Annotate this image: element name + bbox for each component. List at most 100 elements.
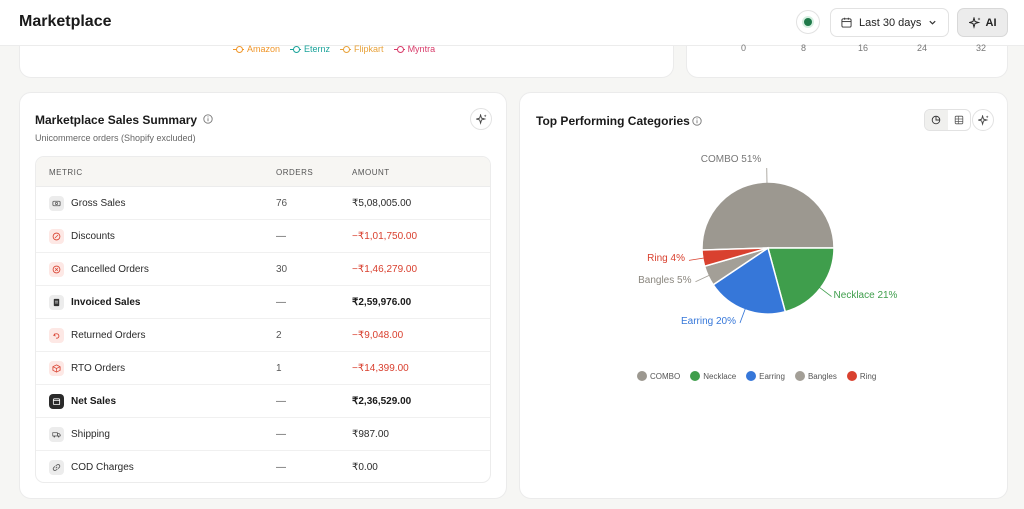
x-tick-label: 32 xyxy=(976,43,987,53)
legend-dot-icon xyxy=(794,371,805,381)
discount-icon xyxy=(49,229,64,244)
row-orders: — xyxy=(276,429,286,440)
row-metric: Gross Sales xyxy=(71,198,126,209)
net-sales-icon xyxy=(49,394,64,409)
row-metric: Returned Orders xyxy=(71,330,146,341)
top-categories-card: Top Performing Categories COMBO 51% Neckl… xyxy=(519,92,1008,499)
row-metric: Shipping xyxy=(71,429,110,440)
legend-item-amazon[interactable]: Amazon xyxy=(233,44,280,54)
legend-item-ring[interactable]: Ring xyxy=(846,371,876,381)
date-range-selector[interactable]: Last 30 days xyxy=(830,8,949,37)
legend-item-myntra[interactable]: Myntra xyxy=(393,44,435,54)
sales-summary-card: Marketplace Sales Summary Unicommerce or… xyxy=(19,92,507,499)
pie-slice-label: Bangles 5% xyxy=(638,274,692,286)
row-amount: ₹0.00 xyxy=(352,462,378,473)
date-range-label: Last 30 days xyxy=(859,16,922,29)
row-amount: −₹9,048.00 xyxy=(352,330,404,341)
invoice-icon xyxy=(49,295,64,310)
row-orders: 76 xyxy=(276,198,288,209)
row-metric: COD Charges xyxy=(71,462,134,473)
top-categories-title: Top Performing Categories xyxy=(536,114,690,128)
legend-label: Bangles xyxy=(807,371,837,381)
row-amount: ₹987.00 xyxy=(352,429,389,440)
ai-insight-button[interactable] xyxy=(972,109,994,131)
info-icon[interactable] xyxy=(692,116,702,126)
row-amount: −₹1,01,750.00 xyxy=(352,231,418,242)
legend-label: Amazon xyxy=(247,44,281,54)
legend-marker-icon xyxy=(393,46,405,53)
row-orders: 30 xyxy=(276,264,288,275)
ai-button-label: AI xyxy=(985,16,997,29)
x-tick-label: 24 xyxy=(917,43,928,53)
legend-item-eternz[interactable]: Eternz xyxy=(290,44,330,54)
top-bar: Marketplace Last 30 days AI xyxy=(0,0,1024,46)
sparkle-icon xyxy=(475,113,487,125)
row-orders: — xyxy=(276,462,286,473)
legend-dot-icon xyxy=(690,371,701,381)
sparkle-icon xyxy=(968,16,980,29)
cash-icon xyxy=(49,196,64,211)
pie-slice-label: COMBO 51% xyxy=(700,154,762,165)
row-amount: ₹2,59,976.00 xyxy=(352,297,412,308)
row-amount: −₹14,399.00 xyxy=(352,363,409,374)
ai-insight-button[interactable] xyxy=(470,108,492,130)
table-row: Invoiced Sales — ₹2,59,976.00 xyxy=(36,286,490,319)
status-dot-icon xyxy=(804,18,812,26)
info-icon[interactable] xyxy=(203,114,213,124)
legend-item-bangles[interactable]: Bangles xyxy=(794,371,837,381)
sales-summary-table: METRIC ORDERS AMOUNT Gross Sales 76 ₹5,0… xyxy=(35,156,491,483)
table-view-button[interactable] xyxy=(948,110,971,130)
row-metric: Cancelled Orders xyxy=(71,264,149,275)
legend-label: COMBO xyxy=(650,371,681,381)
table-row: Cancelled Orders 30 −₹1,46,279.00 xyxy=(36,253,490,286)
legend-item-earring[interactable]: Earring xyxy=(746,371,785,381)
legend-marker-icon xyxy=(290,46,302,53)
status-indicator-button[interactable] xyxy=(796,10,820,34)
legend-label: Eternz xyxy=(304,44,331,54)
legend-item-combo[interactable]: COMBO xyxy=(637,371,680,381)
pie-view-button[interactable] xyxy=(925,110,948,130)
pie-leader-line xyxy=(688,257,705,261)
x-tick-label: 16 xyxy=(858,43,869,53)
trend-legend: Amazon Eternz Flipkart Myntra xyxy=(233,44,435,54)
pie-slice-label: Necklace 21% xyxy=(833,289,898,301)
table-row: Discounts — −₹1,01,750.00 xyxy=(36,220,490,253)
pie-slice-combo[interactable] xyxy=(701,181,835,251)
pie-slice-label: Ring 4% xyxy=(647,253,685,265)
row-metric: RTO Orders xyxy=(71,363,126,374)
sales-summary-subtitle: Unicommerce orders (Shopify excluded) xyxy=(35,133,196,143)
table-row: COD Charges — ₹0.00 xyxy=(36,451,490,482)
x-tick-label: 0 xyxy=(741,43,747,53)
table-row: RTO Orders 1 −₹14,399.00 xyxy=(36,352,490,385)
table-row: Net Sales — ₹2,36,529.00 xyxy=(36,385,490,418)
row-orders: 1 xyxy=(276,363,282,374)
x-tick-label: 8 xyxy=(801,43,807,53)
row-metric: Net Sales xyxy=(71,396,117,407)
legend-label: Earring xyxy=(759,371,785,381)
row-metric: Invoiced Sales xyxy=(71,297,141,308)
table-row: Shipping — ₹987.00 xyxy=(36,418,490,451)
legend-dot-icon xyxy=(746,371,757,381)
chevron-down-icon xyxy=(929,20,936,25)
cancel-icon xyxy=(49,262,64,277)
pie-leader-line xyxy=(739,307,746,324)
table-row: Gross Sales 76 ₹5,08,005.00 xyxy=(36,187,490,220)
category-legend: COMBO Necklace Earring Bangles Ring xyxy=(637,371,876,381)
table-header: METRIC ORDERS AMOUNT xyxy=(36,157,490,187)
column-header-metric: METRIC xyxy=(49,168,83,177)
row-orders: — xyxy=(276,231,286,242)
legend-marker-icon xyxy=(340,46,352,53)
table-icon xyxy=(954,115,963,125)
return-icon xyxy=(49,328,64,343)
page-title: Marketplace xyxy=(19,13,112,30)
pie-leader-line xyxy=(695,274,711,283)
chart-view-toggle xyxy=(924,109,971,131)
row-orders: — xyxy=(276,396,286,407)
legend-dot-icon xyxy=(637,371,647,381)
legend-item-flipkart[interactable]: Flipkart xyxy=(340,44,384,54)
legend-label: Flipkart xyxy=(354,44,384,54)
ai-button[interactable]: AI xyxy=(957,8,1008,37)
legend-item-necklace[interactable]: Necklace xyxy=(690,371,736,381)
legend-dot-icon xyxy=(846,371,857,381)
row-orders: — xyxy=(276,297,286,308)
